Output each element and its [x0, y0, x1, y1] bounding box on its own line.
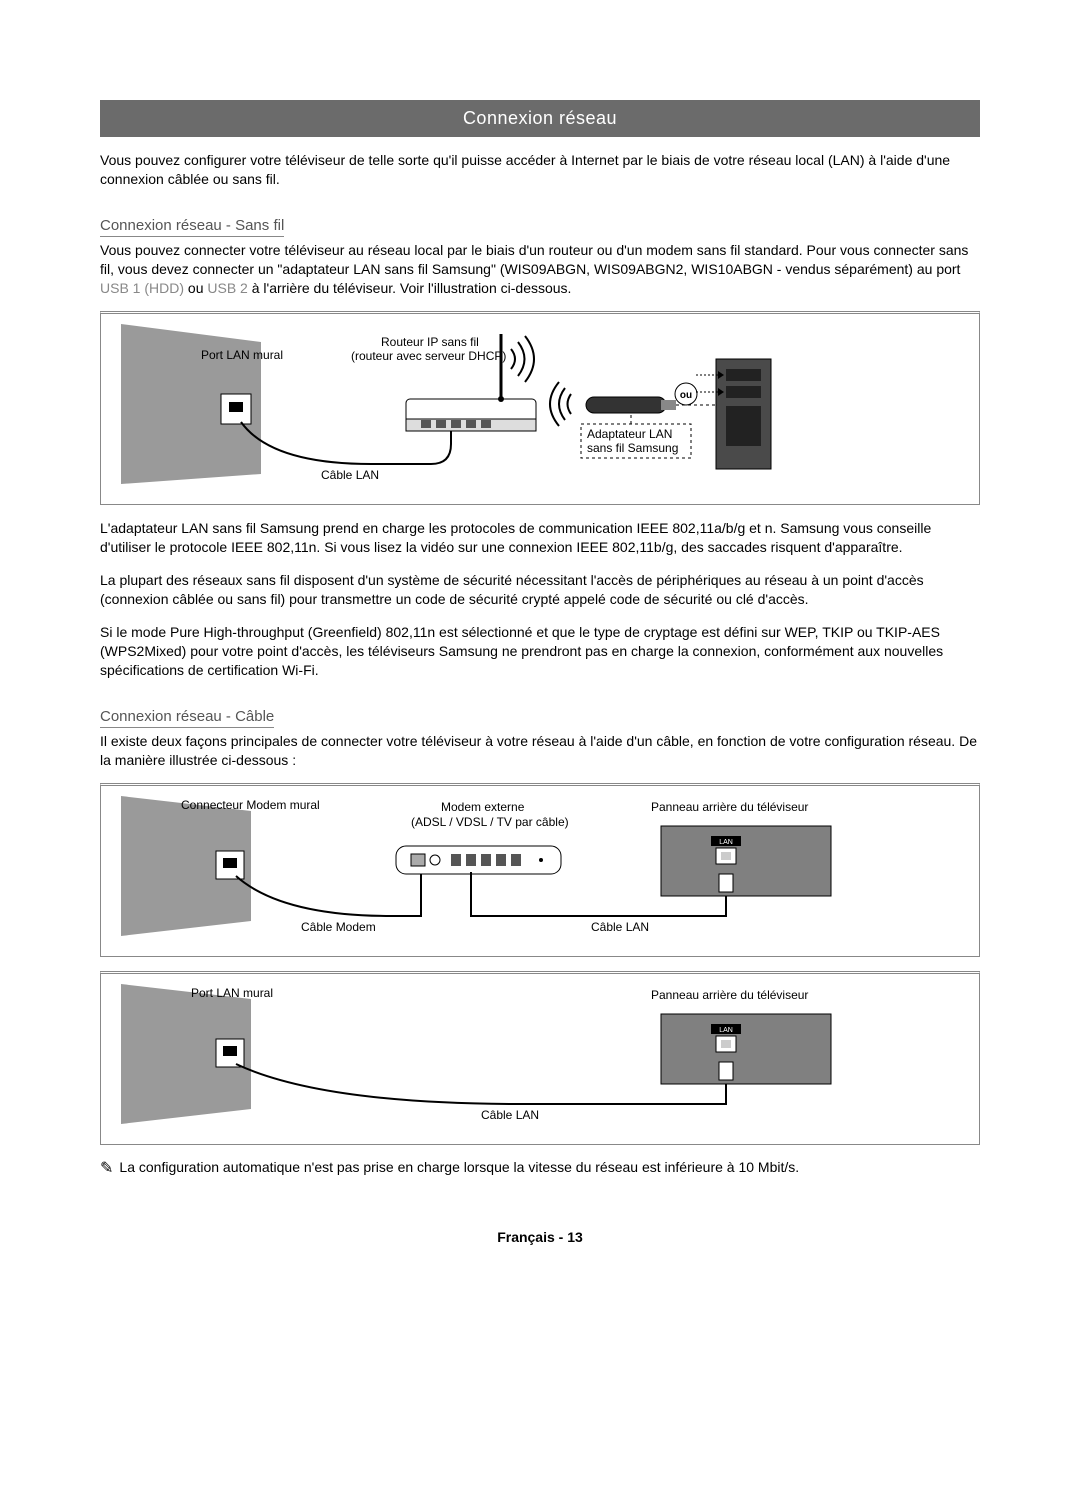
svg-text:Câble LAN: Câble LAN — [481, 1108, 539, 1122]
note-icon: ✎ — [100, 1159, 113, 1178]
wired-diagram-2-svg: Port LAN mural Câble LAN LAN Panneau arr… — [121, 984, 941, 1124]
svg-text:Panneau arrière du téléviseur: Panneau arrière du téléviseur — [651, 988, 808, 1002]
svg-text:(routeur avec serveur DHCP): (routeur avec serveur DHCP) — [351, 349, 506, 363]
wireless-para-3: La plupart des réseaux sans fil disposen… — [100, 571, 980, 609]
wired-diagram-2: Port LAN mural Câble LAN LAN Panneau arr… — [100, 971, 980, 1145]
wireless-heading: Connexion réseau - Sans fil — [100, 217, 284, 237]
wired-heading: Connexion réseau - Câble — [100, 708, 274, 728]
svg-text:Câble Modem: Câble Modem — [301, 920, 376, 934]
section-title: Connexion réseau — [100, 100, 980, 137]
svg-text:Connecteur Modem mural: Connecteur Modem mural — [181, 798, 320, 812]
svg-text:(ADSL / VDSL / TV par câble): (ADSL / VDSL / TV par câble) — [411, 815, 569, 829]
lan-cable-label: Câble LAN — [321, 468, 379, 482]
wireless-para-1: Vous pouvez connecter votre téléviseur a… — [100, 241, 980, 298]
wireless-diagram-svg: Port LAN mural Câble LAN Routeur IP sans… — [121, 324, 941, 484]
svg-text:LAN: LAN — [719, 839, 733, 846]
wired-diagram-1: Connecteur Modem mural Câble Modem Modem… — [100, 783, 980, 957]
svg-text:LAN: LAN — [719, 1027, 733, 1034]
wireless-para-4: Si le mode Pure High-throughput (Greenfi… — [100, 623, 980, 680]
page-footer: Français - 13 — [100, 1229, 980, 1245]
note-text: La configuration automatique n'est pas p… — [119, 1159, 799, 1175]
svg-text:Routeur IP sans fil: Routeur IP sans fil — [381, 335, 479, 349]
svg-text:sans fil Samsung: sans fil Samsung — [587, 441, 678, 455]
wireless-diagram: Port LAN mural Câble LAN Routeur IP sans… — [100, 311, 980, 505]
wired-diagram-1-svg: Connecteur Modem mural Câble Modem Modem… — [121, 796, 941, 936]
wireless-para-2: L'adaptateur LAN sans fil Samsung prend … — [100, 519, 980, 557]
svg-text:Port LAN mural: Port LAN mural — [191, 986, 273, 1000]
svg-text:Panneau arrière du téléviseur: Panneau arrière du téléviseur — [651, 800, 808, 814]
svg-text:Modem externe: Modem externe — [441, 800, 525, 814]
note-row: ✎ La configuration automatique n'est pas… — [100, 1159, 980, 1178]
wall-port-label: Port LAN mural — [201, 348, 283, 362]
svg-text:ou: ou — [680, 390, 692, 401]
svg-text:Câble LAN: Câble LAN — [591, 920, 649, 934]
wired-intro: Il existe deux façons principales de con… — [100, 732, 980, 770]
svg-text:Adaptateur LAN: Adaptateur LAN — [587, 427, 672, 441]
intro-text: Vous pouvez configurer votre téléviseur … — [100, 151, 980, 189]
